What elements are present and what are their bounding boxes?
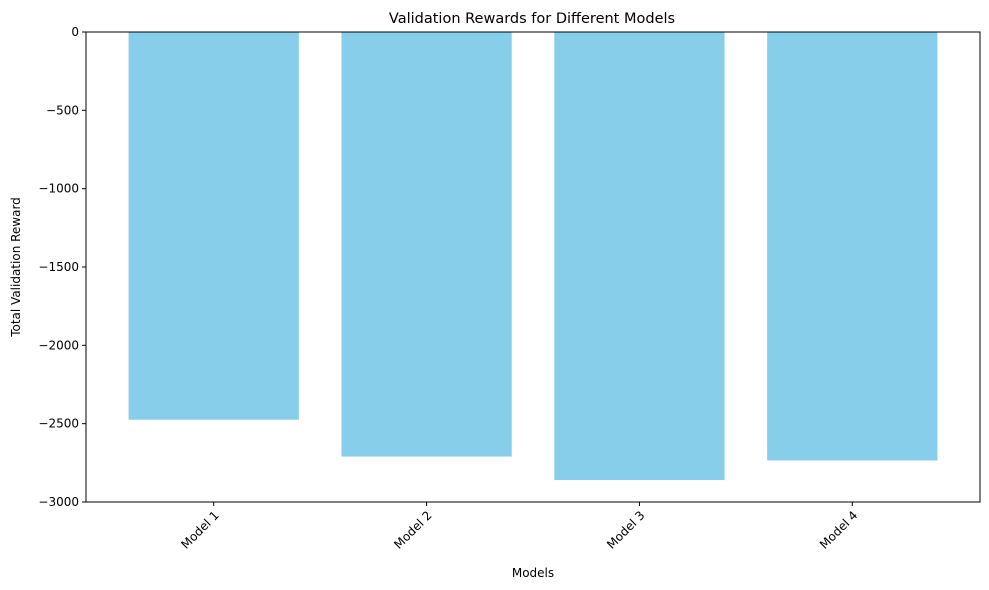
- x-axis-label: Models: [512, 566, 554, 580]
- bars: [128, 32, 938, 481]
- y-tick-label: −1000: [38, 182, 79, 196]
- x-tick-label: Model 3: [604, 508, 647, 551]
- y-axis: 0 −500 −1000 −1500 −2000 −2500 −3000: [38, 25, 86, 509]
- y-tick-label: −1500: [38, 260, 79, 274]
- bar-model-1: [128, 32, 299, 420]
- y-tick-label: 0: [71, 25, 79, 39]
- x-tick-label: Model 2: [391, 508, 434, 551]
- y-tick-label: −2000: [38, 338, 79, 352]
- bar-model-3: [554, 32, 725, 481]
- chart-title: Validation Rewards for Different Models: [389, 11, 675, 27]
- y-tick-label: −3000: [38, 495, 79, 509]
- bar-model-4: [767, 32, 938, 461]
- x-axis: Model 1 Model 2 Model 3 Model 4: [178, 502, 860, 552]
- y-tick-label: −500: [46, 103, 79, 117]
- y-tick-label: −2500: [38, 417, 79, 431]
- x-tick-label: Model 1: [178, 508, 221, 551]
- bar-model-2: [341, 32, 512, 457]
- y-axis-label: Total Validation Reward: [9, 197, 23, 338]
- x-tick-label: Model 4: [817, 508, 860, 551]
